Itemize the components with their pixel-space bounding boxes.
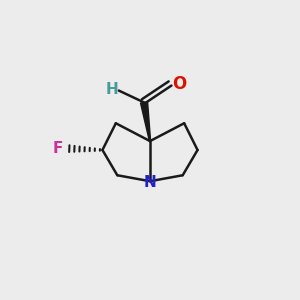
Text: H: H	[106, 82, 118, 98]
Text: N: N	[144, 175, 156, 190]
Polygon shape	[140, 102, 151, 141]
Text: O: O	[172, 75, 186, 93]
Text: F: F	[53, 141, 63, 156]
